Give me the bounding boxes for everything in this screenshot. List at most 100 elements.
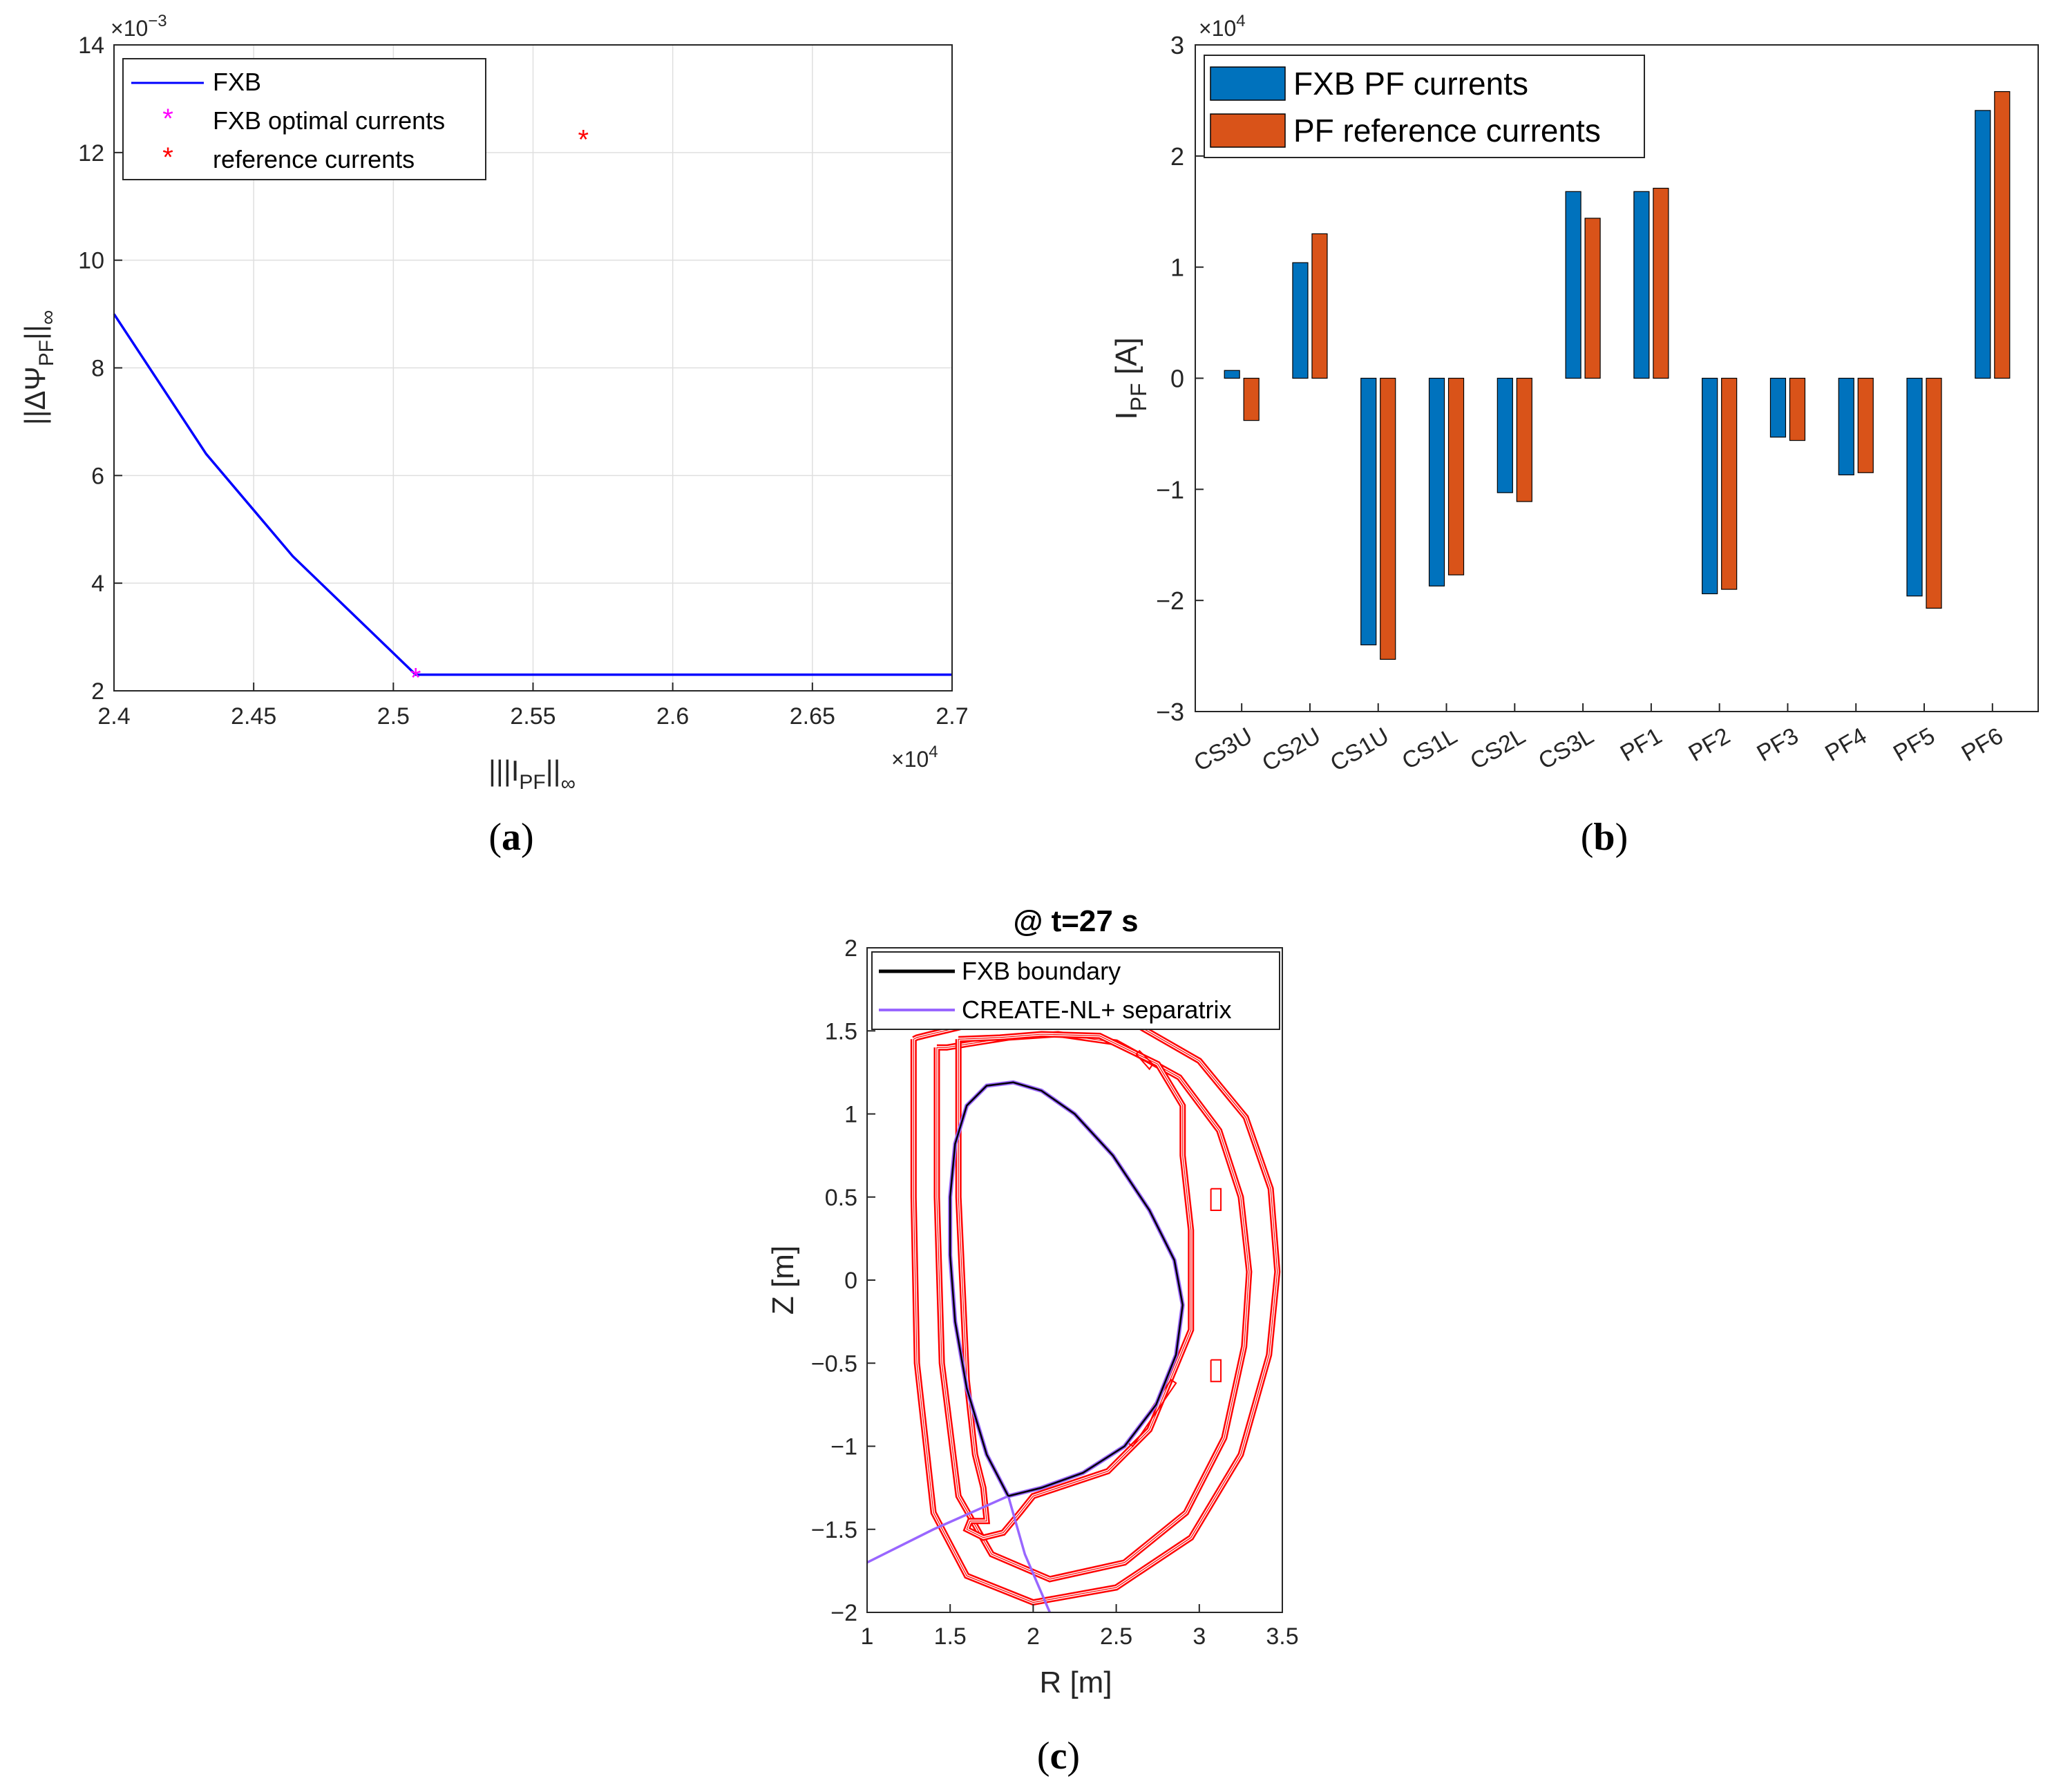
y-tick-label: −1 bbox=[830, 1434, 857, 1460]
bar-reference-cs1u bbox=[1380, 377, 1396, 660]
panel-c-legend-box bbox=[871, 951, 1280, 1030]
panel-a-label: (a) bbox=[488, 816, 533, 859]
bar-fxb-cs1l bbox=[1428, 377, 1445, 587]
y-tick-label: 1 bbox=[844, 1102, 857, 1128]
x-tick-label-cs3l: CS3L bbox=[1534, 723, 1598, 774]
y-tick-label: −1.5 bbox=[811, 1517, 857, 1543]
panel-c-x-ticks: 1 1.5 2 2.5 3 3.5 bbox=[861, 1604, 1299, 1650]
x-tick-label: 2.55 bbox=[510, 703, 555, 730]
panel-c-x-axis-label: R [m] bbox=[1039, 1666, 1112, 1699]
bar-reference-pf1 bbox=[1653, 187, 1669, 379]
vessel-inner-core bbox=[936, 1033, 1250, 1580]
y-tick-label: 3 bbox=[1170, 31, 1184, 59]
legend-separatrix-label: CREATE-NL+ separatrix bbox=[962, 995, 1231, 1024]
panel-b-label: (b) bbox=[1581, 816, 1628, 859]
x-tick-label: 3 bbox=[1193, 1623, 1206, 1650]
coil-lower-right bbox=[1210, 1359, 1222, 1382]
bar-reference-pf3 bbox=[1789, 377, 1806, 441]
y-tick-label: 2 bbox=[1170, 142, 1184, 171]
x-tick-label: 2.45 bbox=[231, 703, 276, 730]
bar-fxb-cs1u bbox=[1360, 377, 1377, 646]
bar-fxb-cs2l bbox=[1497, 377, 1513, 493]
x-tick-label-cs2l: CS2L bbox=[1466, 723, 1530, 774]
y-tick-label: 1.5 bbox=[825, 1018, 857, 1045]
panel-b: −3 −2 −1 0 1 2 3 CS3U CS2U CS1U CS1L CS2L CS3L PF1 PF… bbox=[1110, 12, 2039, 859]
panel-b-data bbox=[1224, 90, 2011, 660]
x-tick-label: 2.4 bbox=[97, 703, 130, 730]
bar-fxb-pf6 bbox=[1975, 110, 1991, 379]
panel-a-legend-box bbox=[122, 58, 486, 180]
panel-c-y-ticks: −2 −1.5 −1 −0.5 0 0.5 1 1.5 2 bbox=[811, 935, 875, 1626]
y-tick-label: 0.5 bbox=[825, 1185, 857, 1211]
coil-upper-right bbox=[1210, 1188, 1222, 1211]
panel-c-data bbox=[867, 1007, 1281, 1612]
bar-fxb-pf5 bbox=[1906, 377, 1923, 597]
y-tick-label: 0 bbox=[844, 1268, 857, 1294]
bar-reference-pf6 bbox=[1994, 90, 2011, 379]
legend-fxb-pf-label: FXB PF currents bbox=[1293, 66, 1528, 102]
x-tick-label-pf4: PF4 bbox=[1821, 723, 1871, 767]
bar-reference-cs1l bbox=[1447, 377, 1465, 575]
panel-c-axes-bg bbox=[867, 948, 1282, 1612]
bar-fxb-cs3u bbox=[1224, 370, 1240, 379]
y-tick-label: −1 bbox=[1156, 475, 1184, 504]
y-tick-label: −2 bbox=[1156, 587, 1184, 615]
legend-pf-reference-label: PF reference currents bbox=[1293, 113, 1601, 149]
bar-reference-pf2 bbox=[1721, 377, 1738, 590]
x-tick-label-cs1u: CS1U bbox=[1326, 723, 1394, 776]
bar-reference-cs2l bbox=[1516, 377, 1532, 502]
y-tick-label: 8 bbox=[91, 356, 104, 382]
bar-reference-pf5 bbox=[1926, 377, 1942, 609]
y-tick-label: −0.5 bbox=[811, 1351, 857, 1377]
y-tick-label: 6 bbox=[91, 463, 104, 489]
panel-a-y-exponent: ×10−3 bbox=[111, 12, 167, 41]
panel-a-x-exponent: ×104 bbox=[891, 743, 938, 772]
x-tick-label-cs2u: CS2U bbox=[1257, 723, 1325, 776]
x-tick-label-pf6: PF6 bbox=[1957, 723, 2008, 767]
x-tick-label-cs1l: CS1L bbox=[1398, 723, 1462, 774]
x-tick-label: 2.7 bbox=[935, 703, 968, 730]
x-tick-label: 3.5 bbox=[1266, 1623, 1298, 1650]
fxb-boundary-line bbox=[949, 1081, 1184, 1497]
bar-reference-pf4 bbox=[1857, 377, 1874, 473]
panel-c-title: @ t=27 s bbox=[1013, 904, 1138, 938]
x-tick-label-pf3: PF3 bbox=[1752, 723, 1803, 767]
y-tick-label: 2 bbox=[844, 935, 857, 962]
panel-a-y-ticks: 2 4 6 8 10 12 14 bbox=[78, 32, 122, 705]
bar-fxb-pf1 bbox=[1633, 191, 1650, 379]
panel-b-y-exponent: ×104 bbox=[1199, 12, 1246, 41]
separatrix-leg-1 bbox=[1007, 1496, 1052, 1612]
y-tick-label: 4 bbox=[91, 571, 104, 597]
bar-fxb-pf2 bbox=[1702, 377, 1718, 595]
bar-reference-cs3l bbox=[1584, 218, 1601, 379]
x-tick-label: 1 bbox=[861, 1623, 874, 1650]
panel-b-y-axis-label: IPF [A] bbox=[1110, 337, 1151, 419]
panel-b-x-ticks: CS3U CS2U CS1U CS1L CS2L CS3L PF1 PF2 PF3 PF4 PF5 P… bbox=[1190, 703, 2008, 776]
panel-a-data: ** bbox=[113, 124, 952, 694]
x-tick-label: 2 bbox=[1027, 1623, 1040, 1650]
legend-fxb-optimal-marker: * bbox=[162, 104, 173, 134]
legend-reference-label: reference currents bbox=[213, 145, 415, 173]
x-tick-label: 2.65 bbox=[790, 703, 835, 730]
fxb-series-line bbox=[113, 313, 952, 676]
legend-fxb-pf-swatch bbox=[1210, 66, 1286, 101]
y-tick-label: 2 bbox=[91, 678, 104, 705]
y-tick-label: 0 bbox=[1170, 365, 1184, 393]
x-tick-label: 2.6 bbox=[656, 703, 689, 730]
legend-pf-reference-swatch bbox=[1210, 113, 1286, 148]
legend-reference-marker: * bbox=[162, 142, 173, 173]
bar-fxb-pf3 bbox=[1769, 377, 1787, 438]
panel-c-label: (c) bbox=[1037, 1735, 1080, 1777]
panel-a-y-axis-label: ||ΔΨPF||∞ bbox=[19, 310, 59, 426]
y-tick-label: −3 bbox=[1156, 698, 1184, 726]
separatrix-leg-0 bbox=[867, 1495, 1009, 1564]
legend-fxb-optimal-label: FXB optimal currents bbox=[213, 106, 445, 135]
x-tick-label: 1.5 bbox=[934, 1623, 967, 1650]
bar-reference-cs2u bbox=[1311, 233, 1328, 379]
y-tick-label: 14 bbox=[78, 32, 104, 59]
y-tick-label: 1 bbox=[1170, 254, 1184, 282]
bar-reference-cs3u bbox=[1243, 377, 1260, 421]
x-tick-label-pf5: PF5 bbox=[1889, 723, 1939, 767]
